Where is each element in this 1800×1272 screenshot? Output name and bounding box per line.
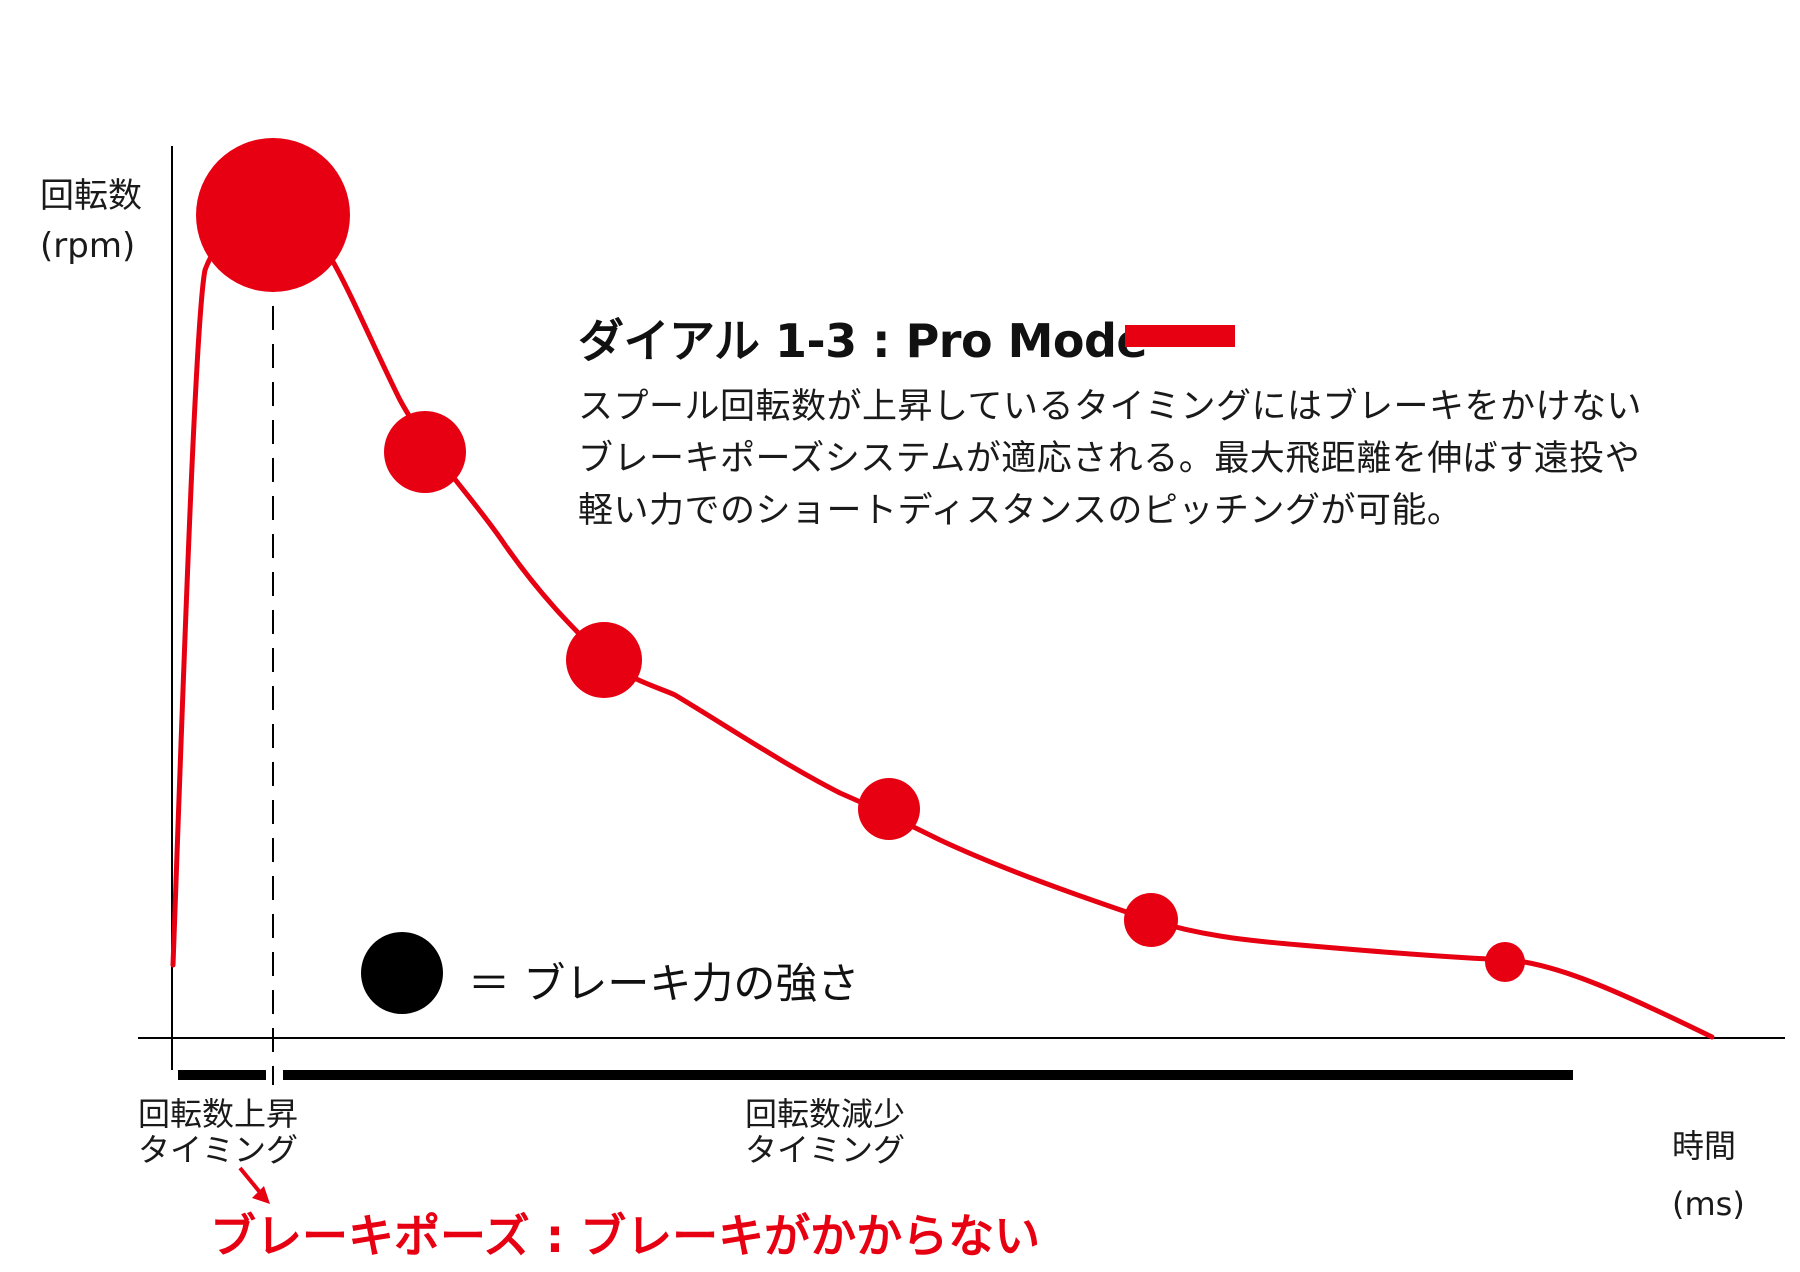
legend-marker bbox=[361, 932, 443, 1014]
falling-phase-label: 回転数減少 bbox=[745, 1095, 906, 1133]
rising-phase-label: タイミング bbox=[138, 1131, 299, 1169]
mode-title: ダイアル 1-3 : Pro Mode bbox=[578, 314, 1148, 368]
brake-strength-marker bbox=[858, 778, 920, 840]
mode-description-line: ブレーキポーズシステムが適応される。最大飛距離を伸ばす遠投や bbox=[578, 439, 1641, 479]
falling-phase-bar bbox=[283, 1070, 1573, 1080]
brake-strength-marker bbox=[1485, 942, 1525, 982]
brake-strength-marker bbox=[196, 138, 350, 292]
x-axis-label: 時間 bbox=[1672, 1127, 1737, 1165]
brake-strength-marker bbox=[566, 622, 642, 698]
mode-description-line: 軽い力でのショートディスタンスのピッチングが可能。 bbox=[578, 491, 1463, 531]
falling-phase-label: タイミング bbox=[745, 1131, 906, 1169]
x-axis-unit: (ms) bbox=[1672, 1185, 1745, 1223]
brake-strength-marker bbox=[1124, 893, 1178, 947]
mode-description-line: スプール回転数が上昇しているタイミングにはブレーキをかけない bbox=[578, 387, 1642, 427]
brake-pause-arrowhead bbox=[252, 1186, 270, 1204]
rising-phase-label: 回転数上昇 bbox=[138, 1095, 299, 1133]
brake-pause-label: ブレーキポーズ : ブレーキがかからない bbox=[210, 1209, 1041, 1263]
y-axis-label: 回転数 bbox=[40, 176, 142, 216]
rising-phase-bar bbox=[178, 1070, 266, 1080]
mode-line-swatch bbox=[1125, 325, 1235, 347]
y-axis-unit: (rpm) bbox=[40, 226, 136, 266]
legend-label: ＝ ブレーキ力の強さ bbox=[468, 959, 860, 1008]
brake-strength-marker bbox=[384, 411, 466, 493]
